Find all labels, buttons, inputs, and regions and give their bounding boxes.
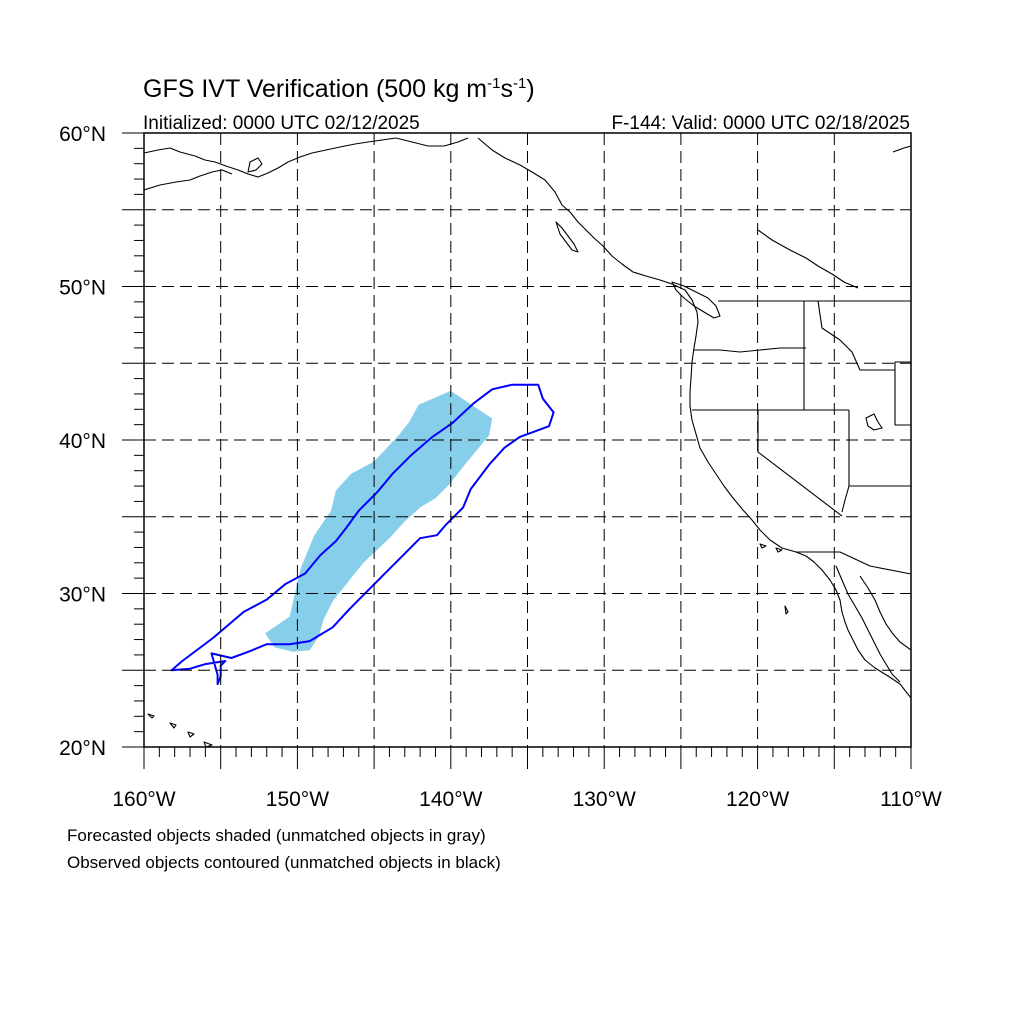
title-block: GFS IVT Verification (500 kg m-1s-1) Ini…: [143, 75, 910, 134]
minor-ticks: [122, 132, 912, 769]
x-tick-label: 110°W: [880, 788, 942, 811]
baja-california: [835, 565, 901, 683]
washington-oregon-border: [694, 347, 806, 353]
x-axis: 160°W 150°W 140°W 130°W 120°W 110°W: [112, 788, 942, 811]
x-tick-label: 140°W: [419, 788, 482, 811]
alaska-peninsula: [144, 169, 233, 191]
vancouver-island: [671, 281, 721, 319]
channel-islands: [759, 543, 789, 615]
haida-gwaii: [555, 221, 579, 253]
hawaii-islands: [147, 713, 213, 747]
x-tick-label: 130°W: [573, 788, 636, 811]
great-salt-lake: [865, 413, 883, 431]
kodiak-island: [247, 157, 263, 173]
idaho-montana-border: [817, 300, 911, 371]
y-tick-label: 30°N: [59, 584, 106, 607]
y-axis: 20°N 30°N 40°N 50°N 60°N: [59, 123, 106, 760]
x-tick-label: 150°W: [266, 788, 329, 811]
west-coast-coastline: [477, 137, 911, 699]
caption-observed: Observed objects contoured (unmatched ob…: [67, 853, 501, 872]
x-tick-label: 120°W: [726, 788, 789, 811]
hudson-coast: [892, 145, 911, 153]
observed-object-contour: [170, 383, 555, 686]
mexico-border: [796, 551, 911, 575]
y-tick-label: 40°N: [59, 430, 106, 453]
valid-label: F-144: Valid: 0000 UTC 02/18/2025: [611, 113, 910, 134]
y-tick-label: 60°N: [59, 123, 106, 146]
bc-interior-coast: [757, 229, 859, 289]
y-tick-label: 50°N: [59, 277, 106, 300]
alaska-gulf-coast: [395, 137, 469, 147]
caption-forecast: Forecasted objects shaded (unmatched obj…: [67, 826, 486, 845]
plot-area: [144, 133, 911, 747]
x-tick-label: 160°W: [112, 788, 175, 811]
wyoming-border: [894, 370, 911, 426]
grid-lines: [144, 133, 911, 747]
y-tick-label: 20°N: [59, 737, 106, 760]
initialized-label: Initialized: 0000 UTC 02/12/2025: [143, 113, 420, 134]
map-title: GFS IVT Verification (500 kg m-1s-1): [143, 75, 535, 103]
gulf-of-california-coast: [859, 575, 911, 651]
forecast-object-shaded: [265, 390, 493, 652]
alaska-coastline: [144, 137, 397, 178]
coastlines: [144, 137, 911, 747]
california-nevada-border: [757, 410, 843, 517]
nevada-border: [841, 410, 850, 513]
